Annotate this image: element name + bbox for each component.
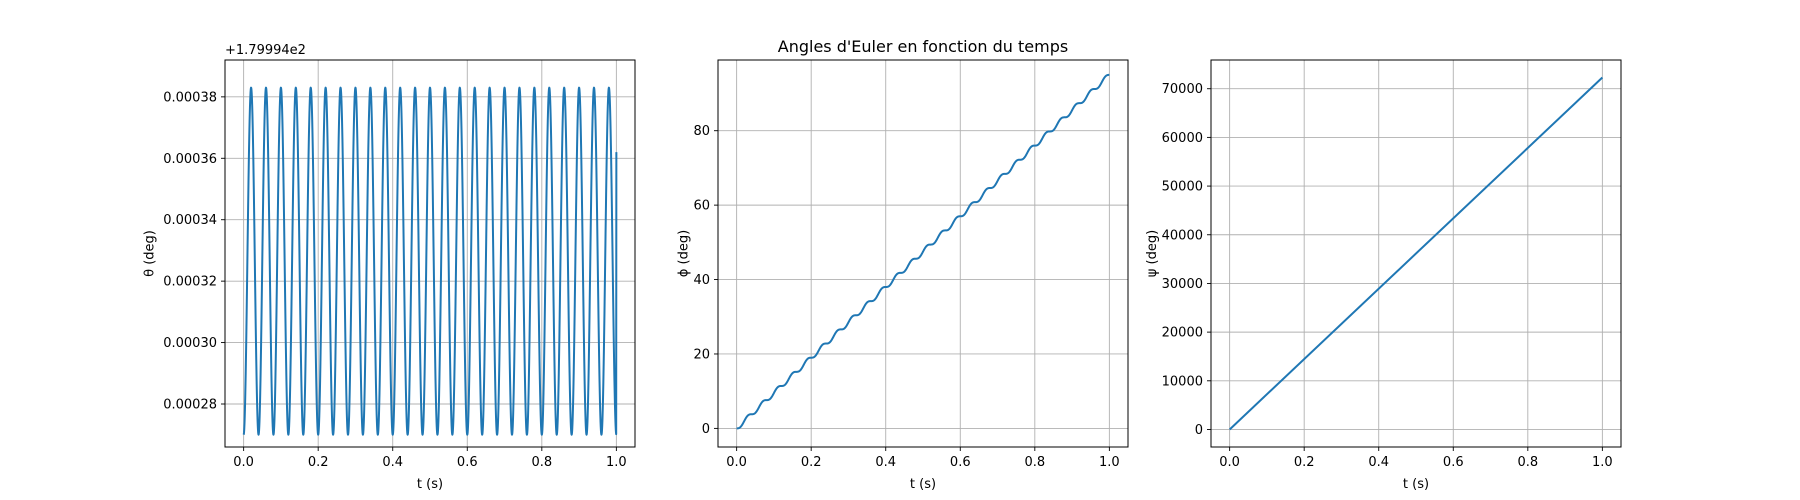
phi-xtick-label-1: 0.2 bbox=[801, 455, 822, 470]
phi-series-line bbox=[735, 73, 1111, 430]
theta-xtick-label-4: 0.8 bbox=[531, 455, 552, 470]
psi-ytick-label-0: 0 bbox=[1195, 423, 1203, 438]
phi-xtick-label-5: 1.0 bbox=[1099, 455, 1120, 470]
psi-xtick-label-0: 0.0 bbox=[1219, 455, 1240, 470]
phi-xtick-label-2: 0.4 bbox=[875, 455, 896, 470]
theta-ytick-label-2: 0.00032 bbox=[163, 275, 217, 290]
phi-ytick-label-0: 0 bbox=[702, 422, 710, 437]
figure-title: Angles d'Euler en fonction du temps bbox=[778, 37, 1068, 56]
theta-ytick-label-5: 0.00038 bbox=[163, 90, 217, 105]
theta-offset-text: +1.79994e2 bbox=[225, 43, 306, 58]
psi-ylabel: ψ (deg) bbox=[1145, 230, 1160, 277]
theta-ylabel: θ (deg) bbox=[143, 230, 158, 277]
psi-plot: 0.0 0.2 0.4 0.6 0.8 1.0 0 10000 20000 30000 40000 5… bbox=[1145, 59, 1622, 492]
psi-xtick-label-4: 0.8 bbox=[1517, 455, 1538, 470]
phi-xlabel: t (s) bbox=[910, 477, 936, 492]
psi-ytick-label-4: 40000 bbox=[1162, 228, 1203, 243]
psi-xtick-label-3: 0.6 bbox=[1443, 455, 1464, 470]
psi-ytick-label-5: 50000 bbox=[1162, 180, 1203, 195]
psi-ytick-label-3: 30000 bbox=[1162, 277, 1203, 292]
phi-axes-frame bbox=[717, 59, 1129, 448]
theta-plot: 0.0 0.2 0.4 0.6 0.8 1.0 0.00028 0.00030 0.00032 0… bbox=[143, 43, 636, 492]
phi-ylabel: ϕ (deg) bbox=[677, 230, 692, 277]
theta-xtick-label-2: 0.4 bbox=[382, 455, 403, 470]
theta-xlabel: t (s) bbox=[417, 477, 443, 492]
psi-ytick-label-2: 20000 bbox=[1162, 326, 1203, 341]
theta-ytick-label-0: 0.00028 bbox=[163, 398, 217, 413]
psi-ytick-label-6: 60000 bbox=[1162, 131, 1203, 146]
phi-ytick-label-3: 60 bbox=[693, 199, 710, 214]
theta-xtick-label-5: 1.0 bbox=[606, 455, 627, 470]
theta-ytick-label-4: 0.00036 bbox=[163, 152, 217, 167]
theta-ytick-label-3: 0.00034 bbox=[163, 213, 217, 228]
psi-ytick-label-1: 10000 bbox=[1162, 374, 1203, 389]
psi-xtick-label-1: 0.2 bbox=[1294, 455, 1315, 470]
phi-ytick-label-1: 20 bbox=[693, 347, 710, 362]
theta-axes-frame bbox=[224, 59, 636, 448]
psi-series-line bbox=[1228, 76, 1604, 431]
theta-xtick-label-0: 0.0 bbox=[233, 455, 254, 470]
theta-xtick-label-3: 0.6 bbox=[457, 455, 478, 470]
theta-series-line bbox=[242, 86, 618, 436]
psi-xtick-label-5: 1.0 bbox=[1592, 455, 1613, 470]
psi-xtick-label-2: 0.4 bbox=[1368, 455, 1389, 470]
psi-ytick-label-7: 70000 bbox=[1162, 82, 1203, 97]
phi-xtick-label-3: 0.6 bbox=[950, 455, 971, 470]
phi-ytick-label-2: 40 bbox=[693, 273, 710, 288]
psi-xlabel: t (s) bbox=[1403, 477, 1429, 492]
phi-plot: 0.0 0.2 0.4 0.6 0.8 1.0 0 20 40 60 80 t (s) ϕ (deg) bbox=[677, 59, 1129, 492]
psi-axes-frame bbox=[1210, 59, 1622, 448]
theta-ytick-label-1: 0.00030 bbox=[163, 336, 217, 351]
phi-ytick-label-4: 80 bbox=[693, 124, 710, 139]
theta-xtick-label-1: 0.2 bbox=[308, 455, 329, 470]
phi-xtick-label-0: 0.0 bbox=[726, 455, 747, 470]
phi-xtick-label-4: 0.8 bbox=[1024, 455, 1045, 470]
